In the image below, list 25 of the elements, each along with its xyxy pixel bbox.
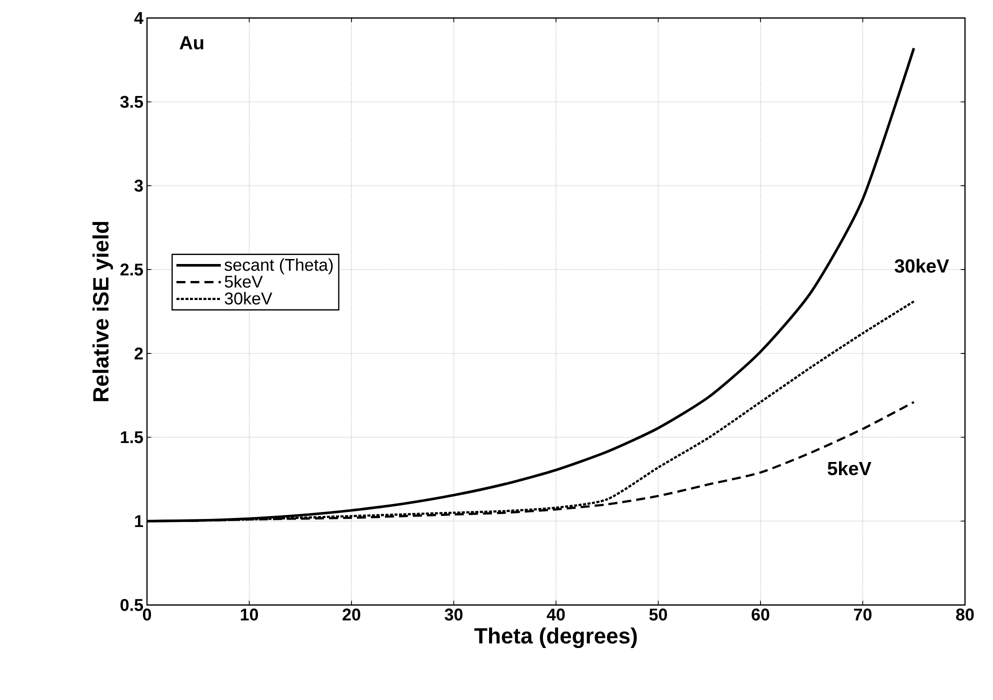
y-tick-label: 0.5	[120, 598, 144, 612]
x-tick-label: 40	[546, 608, 565, 621]
x-tick-label: 60	[752, 608, 770, 621]
x-tick-label: 50	[649, 608, 667, 621]
y-tick-label: 3.5	[120, 96, 144, 108]
x-tick-label: 10	[240, 608, 258, 621]
y-tick-label: 1	[135, 515, 144, 527]
legend-label: secant (Theta)	[224, 258, 333, 274]
x-tick-label: 0	[142, 608, 152, 621]
x-tick-label: 30	[444, 608, 462, 621]
annotation: 30keV	[894, 258, 950, 273]
legend-label: 5keV	[224, 275, 263, 288]
y-tick-label: 1.5	[120, 431, 144, 444]
y-tick-label: 2.5	[120, 264, 144, 276]
x-tick-label: 80	[956, 608, 974, 621]
x-axis-title: Theta (degrees)	[474, 627, 637, 648]
x-tick-label: 20	[342, 608, 360, 621]
y-tick-label: 3	[134, 180, 143, 192]
y-tick-label: 2	[134, 347, 143, 360]
annotation: 5keV	[828, 461, 872, 476]
annotation: Au	[180, 36, 204, 50]
legend-label: 30keV	[224, 292, 272, 305]
y-tick-label: 4	[134, 12, 144, 24]
x-tick-label: 70	[854, 608, 872, 621]
y-axis-title: Relative iSE yield	[92, 222, 113, 402]
